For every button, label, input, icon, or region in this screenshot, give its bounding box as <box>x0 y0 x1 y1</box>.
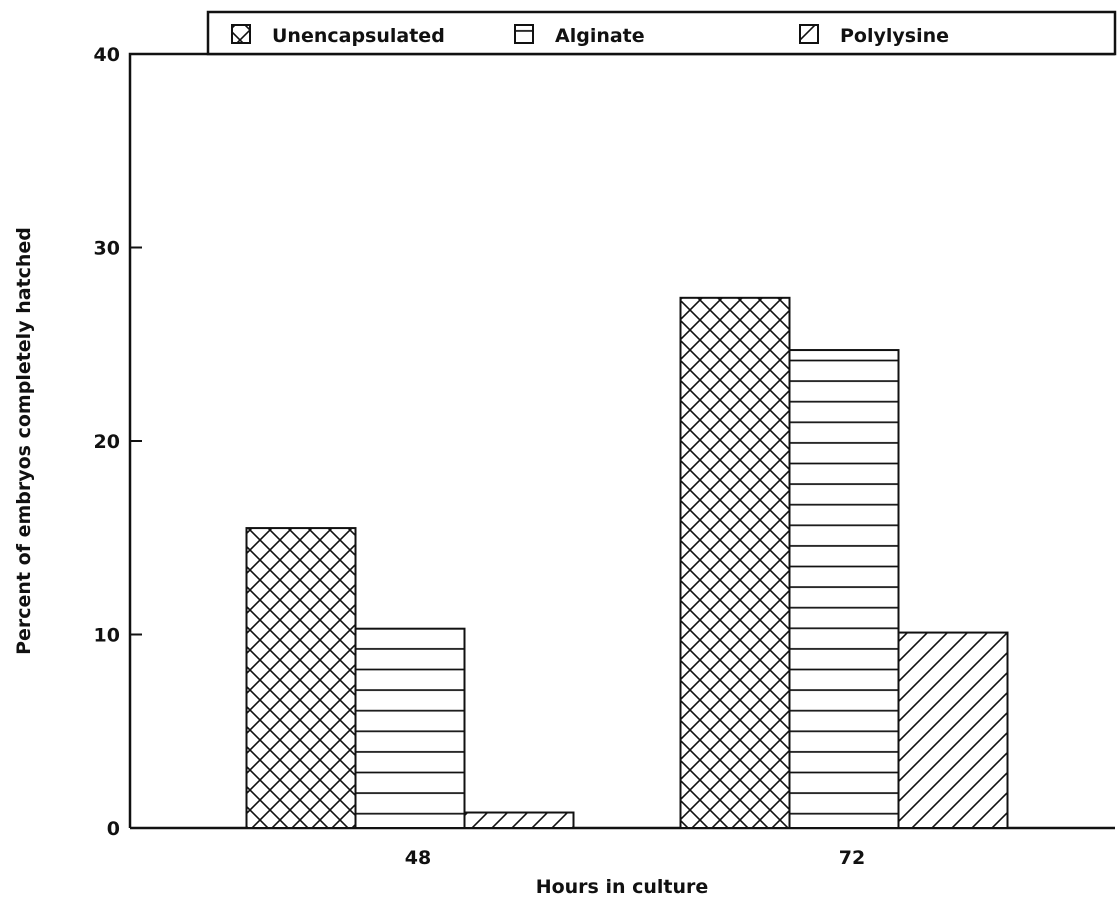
legend-label-alginate: Alginate <box>555 25 645 47</box>
y-axis-title: Percent of embryos completely hatched <box>13 227 35 655</box>
x-tick-label: 48 <box>405 847 431 869</box>
legend: Unencapsulated Alginate Polylysine <box>206 10 1117 56</box>
y-tick-label: 30 <box>94 238 120 260</box>
x-axis: 48 72 <box>405 847 865 869</box>
bar-polylysine-48 <box>463 811 575 830</box>
bar-alginate-72 <box>788 349 900 829</box>
y-tick-label: 10 <box>94 625 120 647</box>
y-tick-label: 20 <box>94 431 120 453</box>
y-tick-label: 0 <box>107 818 120 840</box>
y-axis: 0 10 20 30 40 <box>94 44 142 840</box>
legend-box <box>206 10 1117 56</box>
legend-swatch-polylysine <box>799 24 819 44</box>
bar-unencapsulated-72 <box>679 296 791 829</box>
x-tick-label: 72 <box>839 847 865 869</box>
legend-label-unencapsulated: Unencapsulated <box>272 25 445 47</box>
y-tick-label: 40 <box>94 44 120 66</box>
legend-swatch-alginate <box>514 24 534 44</box>
legend-label-polylysine: Polylysine <box>840 25 949 47</box>
bar-alginate-48 <box>354 627 466 829</box>
bar-polylysine-72 <box>897 631 1009 829</box>
bar-unencapsulated-48 <box>245 527 357 829</box>
legend-swatch-unencapsulated <box>231 24 251 44</box>
x-axis-title: Hours in culture <box>536 876 709 898</box>
bars <box>245 296 1009 830</box>
